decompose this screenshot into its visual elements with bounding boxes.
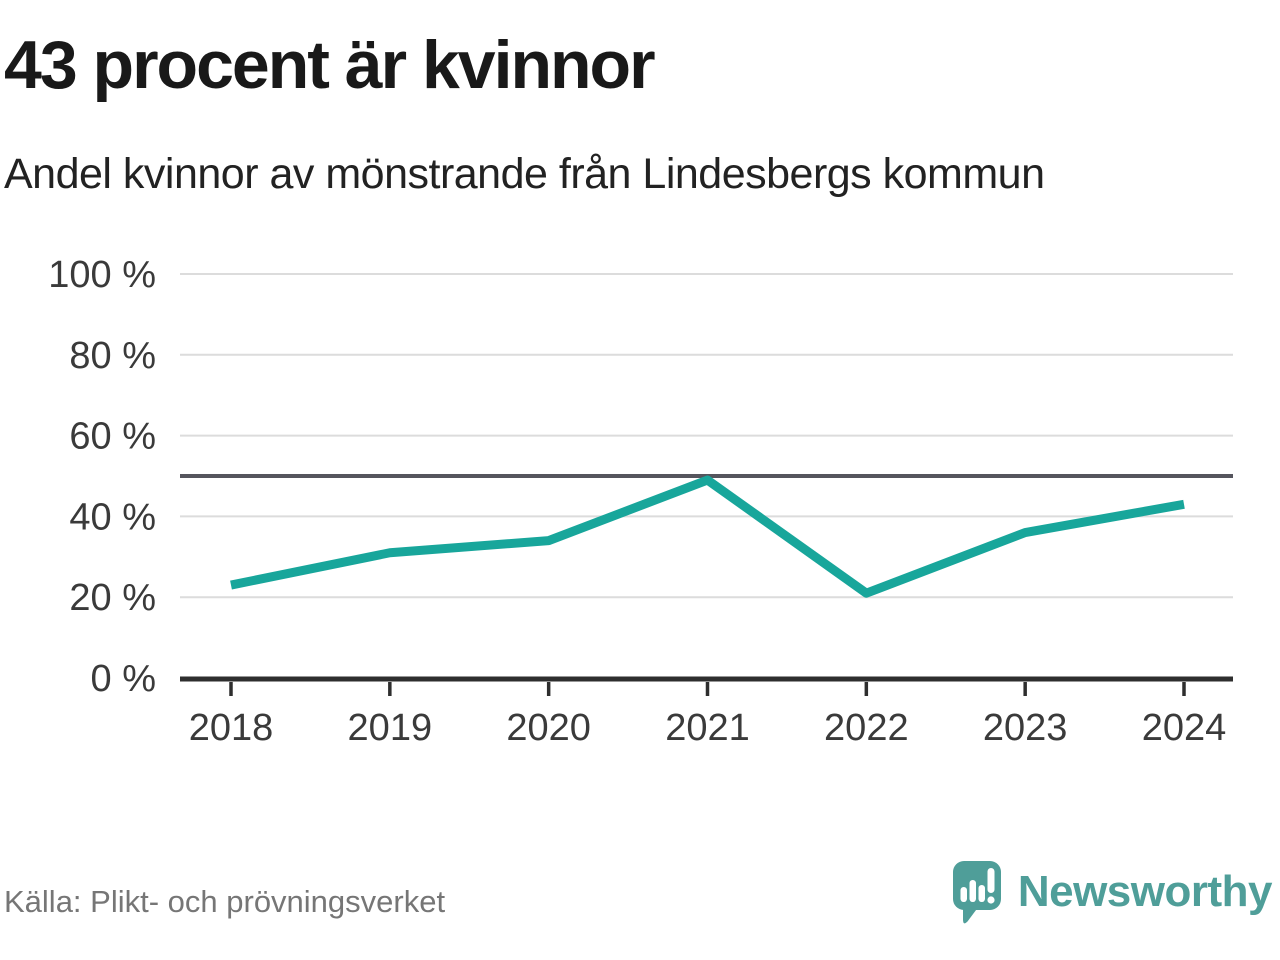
- x-axis-label: 2022: [824, 707, 909, 749]
- y-axis-label: 60 %: [69, 416, 156, 458]
- x-axis-label: 2024: [1142, 707, 1227, 749]
- newsworthy-logo-text: Newsworthy: [1017, 867, 1273, 916]
- y-axis-label: 0 %: [91, 658, 156, 700]
- x-axis-label: 2023: [983, 707, 1068, 749]
- y-axis-label: 40 %: [69, 496, 156, 538]
- x-axis-label: 2019: [348, 707, 433, 749]
- newsworthy-logo-icon: [952, 861, 1001, 924]
- y-axis-label: 100 %: [48, 254, 156, 296]
- newsworthy-logo: Newsworthy: [951, 860, 1273, 926]
- y-axis-label: 80 %: [69, 335, 156, 377]
- x-axis-label: 2018: [189, 707, 274, 749]
- line-chart: 0 % 20 % 40 % 60 % 80 % 100 % 2018 2019 2020 2021…: [48, 254, 1233, 749]
- x-axis-label: 2020: [506, 707, 591, 749]
- x-axis-label: 2021: [665, 707, 750, 749]
- chart-title: 43 procent är kvinnor: [4, 27, 656, 103]
- chart-subtitle: Andel kvinnor av mönstrande från Lindesb…: [4, 150, 1045, 198]
- y-axis-label: 20 %: [69, 577, 156, 619]
- trend-line: [230, 475, 1185, 598]
- source-note: Källa: Plikt- och prövningsverket: [4, 884, 446, 919]
